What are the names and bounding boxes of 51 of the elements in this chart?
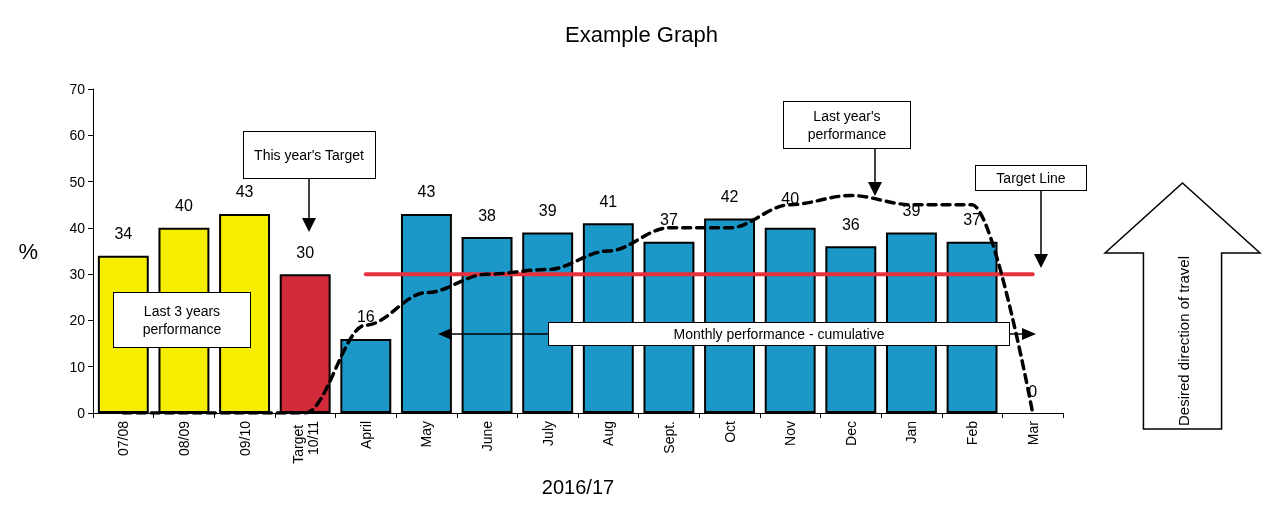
data-label: 38: [478, 206, 497, 224]
annotation: This year's Target: [254, 146, 364, 164]
callout-box: Monthly performance - cumulative: [548, 322, 1010, 346]
data-label: 34: [114, 225, 133, 243]
y-tick-label: 10: [69, 358, 86, 375]
annotation: Monthly performance - cumulative: [673, 325, 885, 343]
data-label: 30: [296, 243, 315, 261]
x-tick-label: Target 10/11: [289, 420, 321, 464]
x-tick-label: Feb: [964, 420, 981, 446]
callout-box: This year's Target: [242, 131, 376, 179]
y-tick-label: 50: [69, 173, 86, 190]
callout-box: Target Line: [975, 165, 1087, 191]
x-tick-label: Nov: [782, 421, 799, 446]
x-tick-label: June: [479, 420, 496, 452]
x-tick-label: 07/08: [115, 420, 132, 457]
callout-box: Last 3 years performance: [113, 292, 251, 348]
annotation: Last year's performance: [806, 107, 888, 143]
annotation: Target Line: [996, 169, 1066, 187]
chart-title: Example Graph: [565, 21, 718, 47]
y-tick-label: 0: [77, 405, 86, 421]
data-label: 43: [235, 183, 254, 201]
y-tick-label: 70: [69, 81, 86, 97]
data-label: 37: [660, 211, 678, 229]
x-tick-label: Aug: [600, 421, 617, 446]
data-label: 16: [356, 308, 375, 326]
y-tick-label: 60: [69, 127, 86, 144]
annotation: Last 3 years performance: [141, 302, 223, 338]
data-label: 43: [417, 183, 436, 201]
text: Desired direction of travel: [1174, 255, 1192, 427]
x-tick-label: Mar: [1024, 420, 1041, 446]
y-axis-title: %: [18, 238, 38, 264]
x-tick-label: Sept.: [660, 421, 677, 454]
x-tick-label: May: [418, 421, 435, 448]
x-tick-label: 08/09: [175, 420, 192, 457]
data-label: 36: [841, 215, 860, 233]
data-label: 40: [175, 197, 193, 215]
data-label: 42: [720, 188, 739, 206]
x-tick-label: Oct: [721, 420, 738, 443]
x-tick-label: July: [539, 421, 556, 446]
x-tick-label: April: [357, 421, 374, 450]
y-tick-label: 40: [69, 219, 86, 236]
y-tick-label: 30: [69, 266, 86, 283]
x-tick-label: Jan: [903, 421, 920, 444]
callout-box: Last year's performance: [783, 101, 911, 149]
y-tick-label: 20: [69, 312, 86, 329]
x-tick-label: Dec: [842, 421, 859, 446]
x-axis-title: 2016/17: [541, 475, 615, 498]
x-tick-label: 09/10: [236, 420, 253, 457]
data-label: 41: [599, 192, 618, 210]
data-label: 39: [538, 201, 557, 219]
data-label: 37: [963, 211, 982, 229]
